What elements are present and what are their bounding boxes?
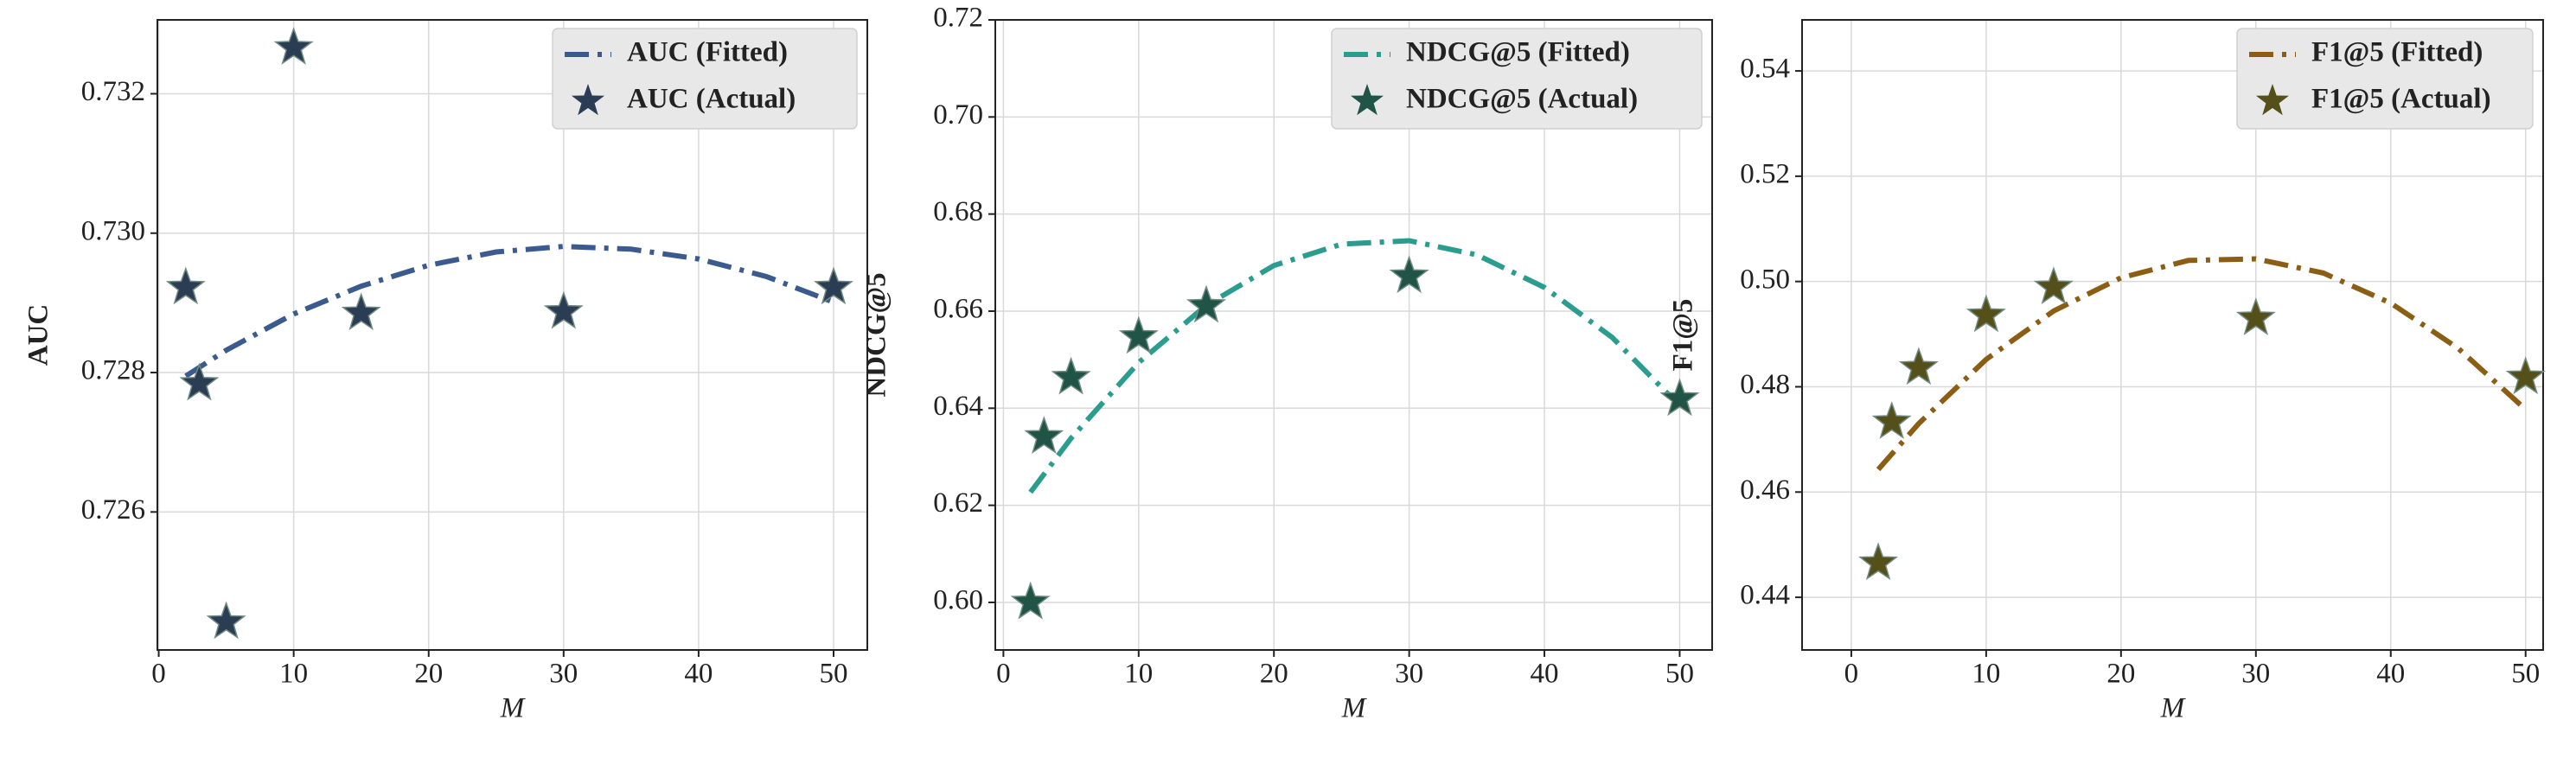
star-marker [1010,581,1051,620]
legend-star [1351,84,1384,116]
x-tick-label: 40 [1531,659,1559,690]
x-tick-label: 20 [2106,659,2135,690]
y-tick-label: 0.46 [1740,475,1790,506]
plot-frame [157,19,868,651]
y-tick-label: 0.48 [1740,369,1790,400]
legend-star [572,84,604,116]
x-tick-label: 40 [684,659,713,690]
fitted-line [1876,256,2528,472]
star-marker [1051,356,1091,395]
legend-box [2236,28,2534,130]
y-tick-label: 0.60 [933,585,983,616]
subplot: 0.44 0.46 0.48 0.50 0.52 0.54 0 10 20 30 40 50 M F1@5… [1668,19,2546,724]
y-tick-label: 0.64 [933,391,983,422]
star-marker [341,292,381,331]
legend-label: F1@5 (Fitted) [2311,37,2483,68]
x-tick-label: 0 [1844,659,1859,690]
y-tick-label: 0.726 [81,494,145,526]
y-tick-label: 0.44 [1740,580,1790,611]
star-marker [1871,401,1912,439]
x-tick-label: 40 [2376,659,2405,690]
star-marker [273,27,314,65]
x-tick-label: 50 [819,659,847,690]
star-marker [1024,416,1064,454]
x-tick-label: 0 [151,659,166,690]
legend-label: AUC (Actual) [627,84,796,115]
y-tick-label: 0.62 [933,487,983,519]
x-tick-label: 20 [414,659,443,690]
y-tick-label: 0.54 [1740,54,1790,85]
legend-star [2256,84,2289,116]
x-tick-label: 50 [2511,659,2540,690]
star-marker [1118,315,1159,354]
star-marker [165,266,206,305]
y-tick-label: 0.68 [933,196,983,227]
x-tick-label: 0 [996,659,1011,690]
star-marker [1389,255,1429,294]
plot-frame [1801,19,2544,651]
x-tick-label: 30 [549,659,578,690]
x-axis-label: M [2160,693,2186,724]
x-axis-label: M [1341,693,1367,724]
plot-frame [994,19,1713,651]
star-marker [179,362,220,401]
legend-label: NDCG@5 (Fitted) [1406,37,1630,68]
star-marker [1966,294,2006,333]
y-tick-label: 0.70 [933,99,983,131]
legend-label: F1@5 (Actual) [2311,84,2491,115]
x-tick-label: 30 [2241,659,2270,690]
star-marker [206,601,246,640]
legend-box [552,28,858,130]
y-tick-label: 0.50 [1740,264,1790,295]
y-tick-label: 0.72 [933,3,983,34]
star-marker [813,266,854,305]
y-axis-label: F1@5 [1668,299,1699,372]
x-axis-label: M [500,693,526,724]
star-marker [543,290,584,329]
x-tick-label: 10 [1124,659,1153,690]
y-tick-label: 0.732 [81,76,145,107]
fitted-line [184,244,835,379]
y-tick-label: 0.52 [1740,158,1790,189]
star-marker [2505,356,2546,395]
x-tick-label: 10 [279,659,308,690]
x-tick-label: 50 [1665,659,1694,690]
x-tick-label: 30 [1395,659,1423,690]
y-axis-label: AUC [23,304,54,366]
y-axis-label: NDCG@5 [861,272,892,397]
y-tick-label: 0.66 [933,294,983,325]
fitted-line [1028,238,1682,494]
subplot: 0.726 0.728 0.730 0.732 0 10 20 30 40 50 M AUC AUC (… [23,19,868,724]
star-marker [2033,266,2074,305]
star-marker [1858,542,1899,581]
x-tick-label: 10 [1972,659,2000,690]
y-tick-label: 0.730 [81,215,145,246]
star-marker [1898,347,1939,385]
legend-label: NDCG@5 (Actual) [1406,84,1638,115]
star-marker [1186,284,1226,323]
star-marker [2235,297,2276,335]
legend-box [1331,28,1703,130]
y-tick-label: 0.728 [81,355,145,386]
x-tick-label: 20 [1260,659,1288,690]
star-marker [1659,378,1700,417]
legend-label: AUC (Fitted) [627,37,788,68]
subplot: 0.60 0.62 0.64 0.66 0.68 0.70 0.72 0 10 20 30 40 50 M… [861,3,1713,724]
